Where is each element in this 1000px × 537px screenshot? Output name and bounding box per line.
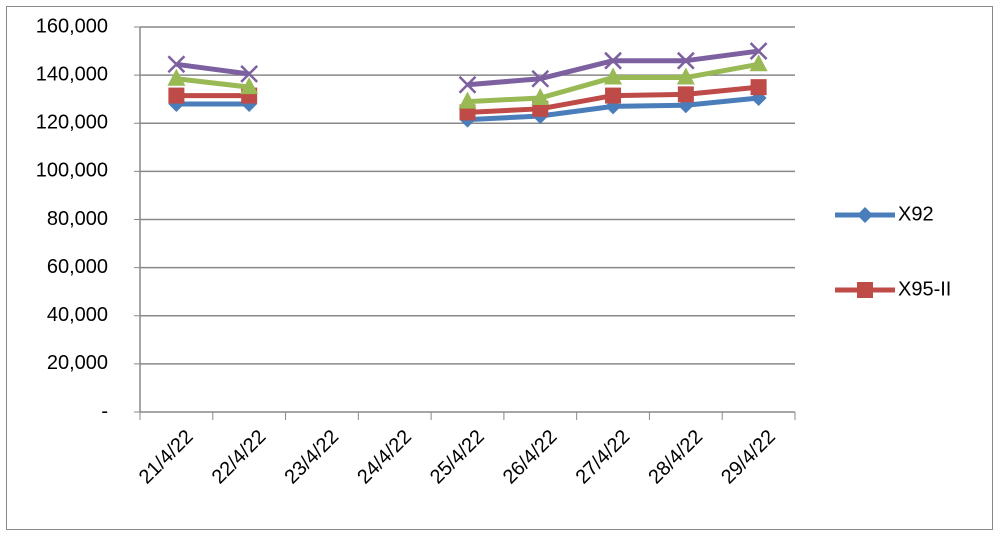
y-tick-label: 60,000 [47,256,108,278]
y-tick-label: 140,000 [36,63,108,85]
marker [676,51,695,70]
marker [240,65,259,83]
marker [604,67,623,85]
marker [531,87,550,105]
marker [676,67,695,85]
legend-marker [857,207,873,223]
marker [677,86,694,103]
y-tick-label: 160,000 [36,15,108,37]
marker [750,79,767,96]
marker [168,87,185,104]
legend-label: X92 [898,203,934,225]
marker [605,87,622,104]
marker [167,68,186,86]
marker [458,91,477,109]
y-tick-label: 120,000 [36,112,108,134]
marker [749,54,768,72]
marker [458,75,477,94]
marker [749,42,768,60]
marker [531,69,550,88]
marker [240,77,259,95]
marker [604,51,622,70]
y-tick-label: 20,000 [47,352,108,374]
y-tick-label: 80,000 [47,208,108,230]
y-tick-label: - [101,400,108,422]
marker [167,55,186,74]
y-tick-label: 40,000 [47,304,108,326]
y-tick-label: 100,000 [36,160,108,182]
legend-label: X95-II [898,278,951,300]
legend-marker [857,282,873,298]
